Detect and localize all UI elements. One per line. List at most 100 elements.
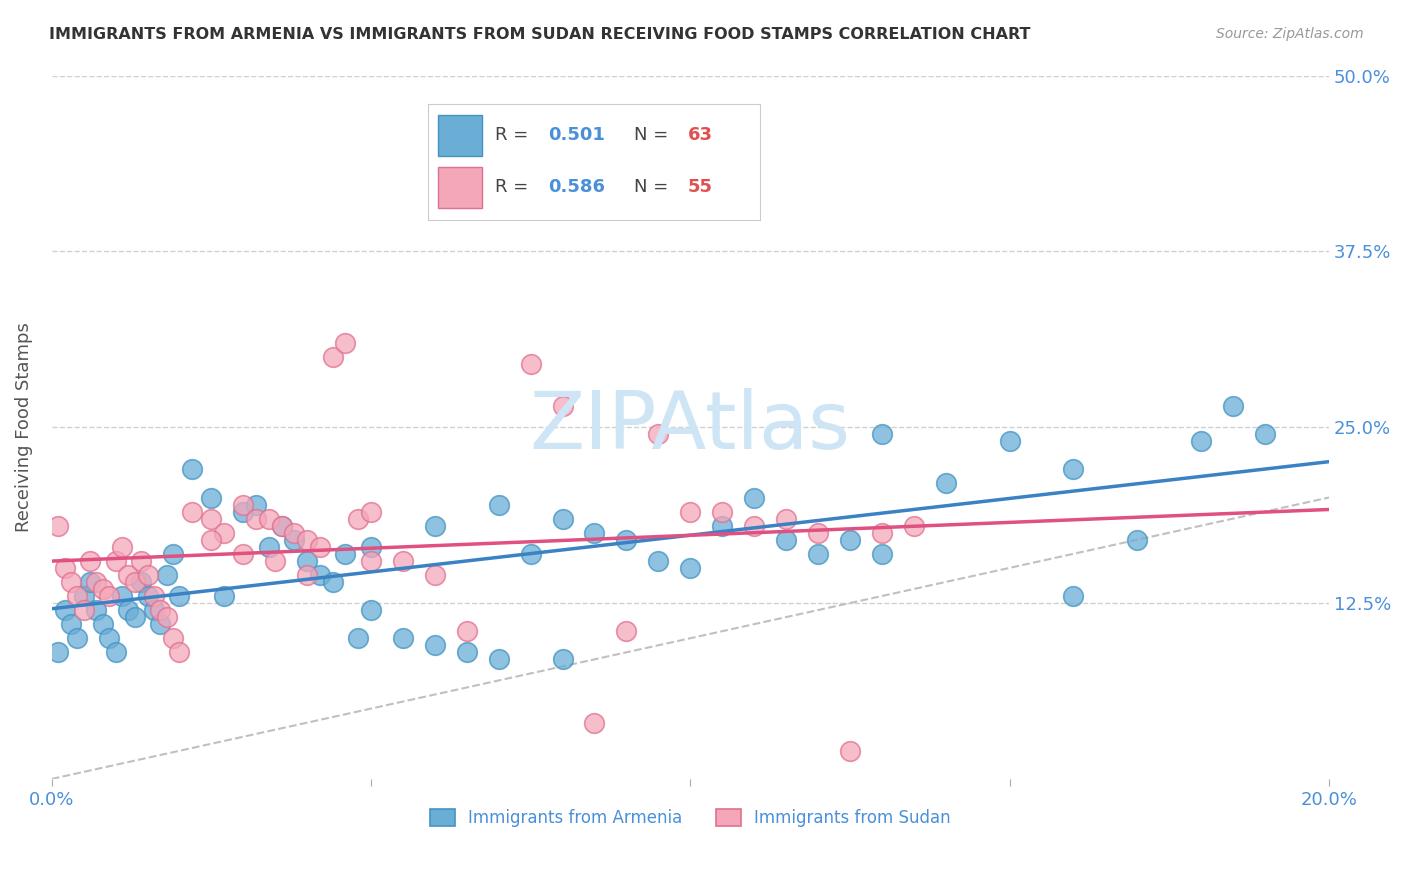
Point	[91, 617, 114, 632]
Point	[742, 491, 765, 505]
Point	[998, 434, 1021, 449]
Point	[181, 505, 204, 519]
Point	[162, 632, 184, 646]
Point	[111, 540, 134, 554]
Point	[124, 574, 146, 589]
Point	[551, 399, 574, 413]
Point	[647, 427, 669, 442]
Point	[136, 568, 159, 582]
Point	[59, 574, 82, 589]
Point	[1126, 533, 1149, 547]
Point	[142, 589, 165, 603]
Point	[583, 715, 606, 730]
Point	[335, 335, 357, 350]
Point	[142, 603, 165, 617]
Point	[583, 525, 606, 540]
Point	[711, 505, 734, 519]
Point	[257, 540, 280, 554]
Point	[59, 617, 82, 632]
Point	[200, 533, 222, 547]
Point	[98, 632, 121, 646]
Point	[335, 547, 357, 561]
Point	[870, 525, 893, 540]
Point	[488, 498, 510, 512]
Point	[98, 589, 121, 603]
Point	[53, 603, 76, 617]
Text: IMMIGRANTS FROM ARMENIA VS IMMIGRANTS FROM SUDAN RECEIVING FOOD STAMPS CORRELATI: IMMIGRANTS FROM ARMENIA VS IMMIGRANTS FR…	[49, 27, 1031, 42]
Point	[322, 350, 344, 364]
Point	[456, 624, 478, 639]
Point	[322, 574, 344, 589]
Point	[1222, 399, 1244, 413]
Point	[46, 645, 69, 659]
Text: ZIPAtlas: ZIPAtlas	[530, 388, 851, 467]
Point	[360, 505, 382, 519]
Legend: Immigrants from Armenia, Immigrants from Sudan: Immigrants from Armenia, Immigrants from…	[423, 803, 957, 834]
Point	[79, 574, 101, 589]
Point	[79, 554, 101, 568]
Point	[86, 603, 108, 617]
Point	[245, 511, 267, 525]
Point	[86, 574, 108, 589]
Point	[232, 505, 254, 519]
Point	[423, 568, 446, 582]
Point	[53, 561, 76, 575]
Point	[245, 498, 267, 512]
Point	[156, 610, 179, 624]
Point	[136, 589, 159, 603]
Point	[283, 533, 305, 547]
Point	[551, 652, 574, 666]
Point	[742, 518, 765, 533]
Point	[117, 568, 139, 582]
Point	[1254, 427, 1277, 442]
Point	[775, 533, 797, 547]
Text: Source: ZipAtlas.com: Source: ZipAtlas.com	[1216, 27, 1364, 41]
Point	[124, 610, 146, 624]
Point	[935, 476, 957, 491]
Point	[616, 533, 638, 547]
Point	[360, 540, 382, 554]
Point	[1062, 589, 1084, 603]
Point	[66, 589, 89, 603]
Point	[807, 525, 830, 540]
Point	[1062, 462, 1084, 476]
Point	[149, 617, 172, 632]
Point	[232, 498, 254, 512]
Point	[488, 652, 510, 666]
Point	[347, 632, 370, 646]
Point	[91, 582, 114, 596]
Point	[551, 511, 574, 525]
Point	[423, 518, 446, 533]
Point	[73, 603, 96, 617]
Point	[149, 603, 172, 617]
Point	[169, 645, 191, 659]
Point	[295, 568, 318, 582]
Point	[647, 554, 669, 568]
Point	[392, 554, 415, 568]
Point	[283, 525, 305, 540]
Point	[264, 554, 287, 568]
Point	[838, 744, 860, 758]
Point	[270, 518, 292, 533]
Point	[73, 589, 96, 603]
Point	[309, 540, 332, 554]
Point	[257, 511, 280, 525]
Point	[200, 491, 222, 505]
Point	[519, 547, 541, 561]
Point	[519, 357, 541, 371]
Point	[360, 554, 382, 568]
Y-axis label: Receiving Food Stamps: Receiving Food Stamps	[15, 322, 32, 533]
Point	[1189, 434, 1212, 449]
Point	[309, 568, 332, 582]
Point	[200, 511, 222, 525]
Point	[807, 547, 830, 561]
Point	[111, 589, 134, 603]
Point	[212, 589, 235, 603]
Point	[870, 427, 893, 442]
Point	[392, 632, 415, 646]
Point	[104, 645, 127, 659]
Point	[212, 525, 235, 540]
Point	[129, 554, 152, 568]
Point	[870, 547, 893, 561]
Point	[456, 645, 478, 659]
